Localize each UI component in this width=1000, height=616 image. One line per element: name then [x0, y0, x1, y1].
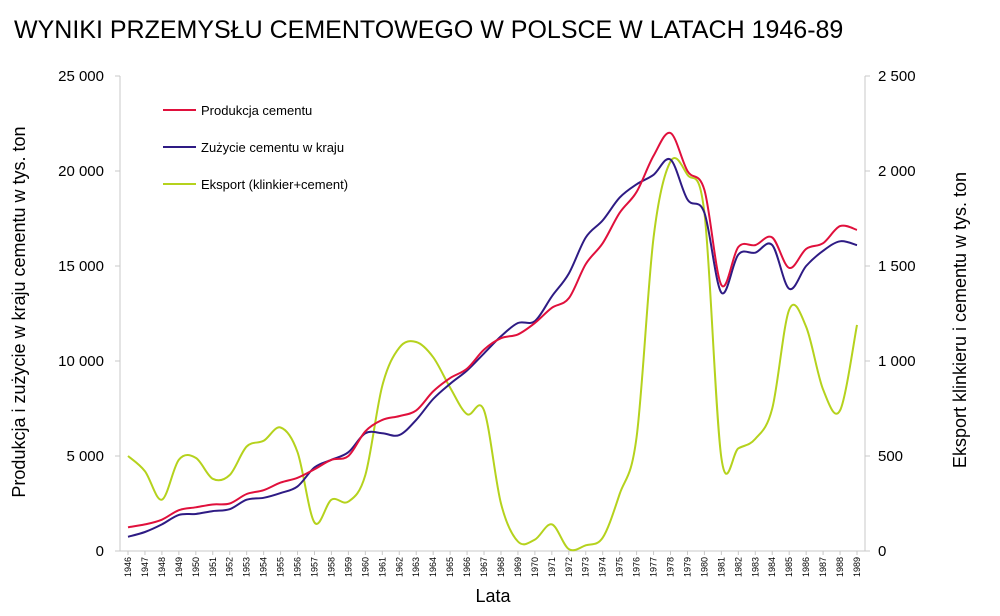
y-axis-left-ticks: 0 5 000 10 000 15 000 20 000 25 000 [58, 68, 120, 560]
x-tick-label: 1987 [818, 557, 828, 577]
x-tick-label: 1957 [309, 557, 319, 577]
x-tick-label: 1953 [242, 557, 252, 577]
x-tick-label: 1959 [343, 557, 353, 577]
legend-label: Eksport (klinkier+cement) [201, 177, 348, 192]
y-axis-left-label: Produkcja i zużycie w kraju cementu w ty… [9, 126, 29, 497]
x-tick-label: 1954 [259, 557, 269, 577]
y-tick-label-left: 15 000 [58, 258, 104, 275]
x-tick-label: 1973 [581, 557, 591, 577]
y-tick-label-right: 1 000 [878, 353, 916, 370]
x-tick-label: 1984 [767, 557, 777, 577]
x-tick-label: 1951 [208, 557, 218, 577]
x-tick-label: 1962 [394, 557, 404, 577]
y-tick-label-right: 0 [878, 543, 886, 560]
y-axis-right-ticks: 0 500 1 000 1 500 2 000 2 500 [865, 68, 916, 560]
x-tick-label: 1976 [632, 557, 642, 577]
x-tick-label: 1952 [225, 557, 235, 577]
x-tick-label: 1968 [496, 557, 506, 577]
axes [119, 76, 866, 552]
x-tick-label: 1963 [411, 557, 421, 577]
legend: Produkcja cementu Zużycie cementu w kraju… [163, 103, 348, 192]
x-tick-label: 1977 [649, 557, 659, 577]
y-tick-label-left: 0 [96, 543, 104, 560]
x-tick-label: 1961 [377, 557, 387, 577]
x-tick-label: 1950 [191, 557, 201, 577]
series-line-0 [127, 131, 858, 529]
x-tick-label: 1964 [428, 557, 438, 577]
x-axis-label: Lata [475, 586, 511, 606]
x-tick-label: 1974 [598, 557, 608, 577]
x-tick-label: 1967 [479, 557, 489, 577]
x-tick-label: 1982 [733, 557, 743, 577]
x-tick-label: 1948 [157, 557, 167, 577]
y-tick-label-left: 10 000 [58, 353, 104, 370]
x-tick-label: 1946 [123, 557, 133, 577]
y-tick-label-right: 2 000 [878, 163, 916, 180]
y-tick-label-left: 25 000 [58, 68, 104, 85]
x-axis-ticks: 1946 1947 1948 1949 1950 1951 1952 1953 1954 1955… [123, 551, 862, 577]
chart-title: WYNIKI PRZEMYSŁU CEMENTOWEGO W POLSCE W … [14, 16, 843, 44]
x-tick-label: 1988 [835, 557, 845, 577]
x-tick-label: 1975 [615, 557, 625, 577]
x-tick-label: 1980 [699, 557, 709, 577]
x-tick-label: 1972 [564, 557, 574, 577]
y-tick-label-right: 500 [878, 448, 903, 465]
x-tick-label: 1986 [801, 557, 811, 577]
x-tick-label: 1979 [682, 557, 692, 577]
series-lines [127, 131, 858, 552]
y-tick-label-left: 5 000 [66, 448, 104, 465]
y-axis-right-label: Eksport klinkieru i cementu w tys. ton [950, 172, 970, 468]
x-tick-label: 1983 [750, 557, 760, 577]
series-line-2 [127, 156, 858, 552]
x-tick-label: 1958 [326, 557, 336, 577]
x-tick-label: 1965 [445, 557, 455, 577]
x-tick-label: 1989 [852, 557, 862, 577]
y-tick-label-left: 20 000 [58, 163, 104, 180]
x-tick-label: 1978 [666, 557, 676, 577]
x-tick-label: 1970 [530, 557, 540, 577]
y-tick-label-right: 1 500 [878, 258, 916, 275]
x-tick-label: 1985 [784, 557, 794, 577]
x-tick-label: 1971 [547, 557, 557, 577]
x-tick-label: 1969 [513, 557, 523, 577]
x-tick-label: 1966 [462, 557, 472, 577]
x-tick-label: 1949 [174, 557, 184, 577]
y-tick-label-right: 2 500 [878, 68, 916, 85]
x-tick-label: 1955 [276, 557, 286, 577]
x-tick-label: 1960 [360, 557, 370, 577]
x-tick-label: 1956 [293, 557, 303, 577]
x-tick-label: 1947 [140, 557, 150, 577]
legend-label: Zużycie cementu w kraju [201, 140, 344, 155]
x-tick-label: 1981 [716, 557, 726, 577]
legend-label: Produkcja cementu [201, 103, 312, 118]
